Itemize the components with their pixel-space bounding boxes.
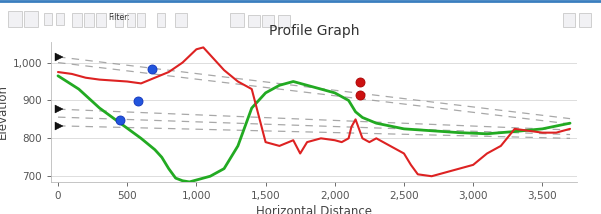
Bar bbox=[72, 13, 82, 27]
Bar bbox=[579, 13, 591, 27]
Bar bbox=[127, 13, 135, 27]
Bar bbox=[115, 13, 123, 27]
Bar bbox=[137, 13, 145, 27]
Bar bbox=[230, 13, 244, 27]
Bar bbox=[96, 13, 106, 27]
Bar bbox=[262, 15, 274, 27]
Bar bbox=[8, 11, 22, 27]
Bar bbox=[278, 15, 290, 27]
Title: Profile Graph: Profile Graph bbox=[269, 24, 359, 38]
Bar bbox=[175, 13, 187, 27]
Bar bbox=[24, 11, 38, 27]
Text: Filter:: Filter: bbox=[108, 13, 130, 22]
Bar bbox=[44, 13, 52, 25]
Bar bbox=[563, 13, 575, 27]
Bar bbox=[248, 15, 260, 27]
X-axis label: Horizontal Distance: Horizontal Distance bbox=[256, 205, 372, 214]
Bar bbox=[157, 13, 165, 27]
Bar bbox=[84, 13, 94, 27]
Y-axis label: Elevation: Elevation bbox=[0, 84, 8, 139]
Bar bbox=[56, 13, 64, 25]
